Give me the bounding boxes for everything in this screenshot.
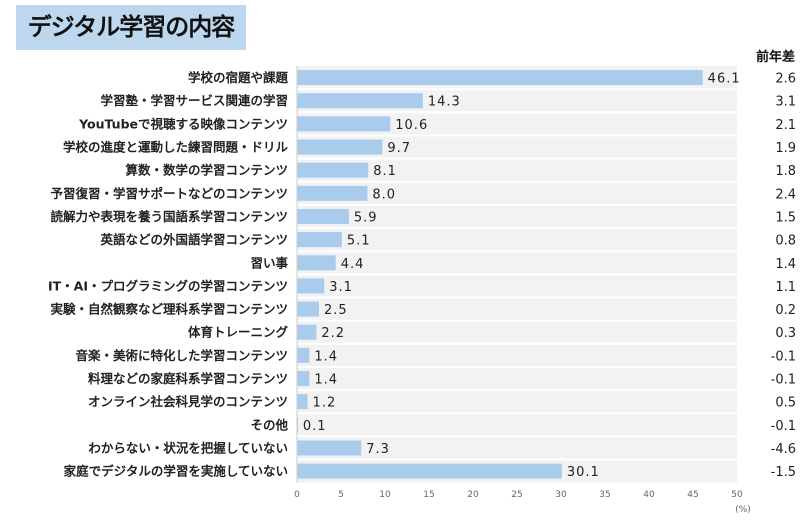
bar: [297, 301, 319, 317]
bar: [297, 185, 368, 201]
category-label: 音楽・美術に特化した学習コンテンツ: [75, 348, 288, 363]
diff-label: 0.3: [775, 326, 796, 341]
value-label: 10.6: [395, 118, 428, 133]
category-label: 学校の宿題や課題: [188, 70, 289, 85]
value-label: 1.4: [314, 373, 338, 388]
x-tick-label: 0: [294, 490, 300, 500]
value-label: 9.7: [387, 141, 411, 156]
value-label: 5.9: [354, 210, 378, 225]
category-label: 実験・自然観察など理科系学習コンテンツ: [50, 302, 288, 317]
diff-label: -0.1: [771, 419, 796, 434]
bar: [297, 116, 391, 132]
bar: [297, 278, 325, 294]
value-label: 30.1: [567, 465, 600, 480]
value-label: 4.4: [341, 257, 365, 272]
diff-label: -1.5: [771, 465, 796, 480]
diff-label: -0.1: [771, 373, 796, 388]
value-label: 1.4: [314, 349, 338, 364]
diff-label: 3.1: [775, 95, 796, 110]
diff-label: 2.6: [775, 72, 796, 87]
diff-column-header: 前年差: [756, 50, 796, 65]
bar: [297, 371, 310, 387]
category-label: 料理などの家庭科系学習コンテンツ: [88, 371, 288, 386]
x-tick-label: 50: [731, 490, 743, 500]
category-label: 習い事: [250, 255, 288, 270]
chart-title: デジタル学習の内容: [16, 5, 246, 50]
bar: [297, 324, 317, 340]
category-label: YouTubeで視聴する映像コンテンツ: [78, 116, 288, 131]
diff-label: 2.1: [775, 118, 796, 133]
x-tick-label: 20: [467, 490, 479, 500]
value-label: 5.1: [347, 234, 371, 249]
diff-label: 0.2: [775, 303, 796, 318]
diff-label: 2.4: [775, 187, 796, 202]
category-label: IT・AI・プログラミングの学習コンテンツ: [48, 278, 288, 293]
category-label: 学習塾・学習サービス関連の学習: [100, 93, 288, 108]
x-tick-label: 45: [687, 490, 698, 500]
x-tick-label: 35: [599, 490, 610, 500]
diff-label: -4.6: [771, 442, 796, 457]
diff-label: -0.1: [771, 349, 796, 364]
value-label: 2.2: [321, 326, 345, 341]
diff-label: 0.8: [775, 234, 796, 249]
x-tick-label: 15: [423, 490, 434, 500]
category-label: 英語などの外国語学習コンテンツ: [100, 232, 288, 247]
category-label: 学校の進度と運動した練習問題・ドリル: [63, 140, 289, 155]
diff-label: 0.5: [775, 396, 796, 411]
bar: [297, 463, 562, 479]
category-label: 算数・数学の学習コンテンツ: [125, 163, 288, 178]
category-label: 家庭でデジタルの学習を実施していない: [64, 464, 288, 479]
bar: [297, 139, 383, 155]
x-tick-label: 10: [379, 490, 391, 500]
bar: [297, 93, 423, 109]
bar: [297, 255, 336, 271]
x-tick-label: 30: [555, 490, 567, 500]
bar: [297, 70, 703, 86]
bar: [297, 208, 349, 224]
bar: [297, 440, 362, 456]
value-label: 46.1: [708, 72, 741, 87]
bar: [297, 162, 369, 178]
diff-label: 1.4: [775, 257, 796, 272]
bar: [297, 394, 308, 410]
value-label: 7.3: [366, 442, 390, 457]
diff-label: 1.1: [775, 280, 796, 295]
category-label: わからない・状況を把握していない: [88, 440, 288, 455]
x-tick-label: 25: [511, 490, 522, 500]
category-label: 読解力や表現を養う国語系学習コンテンツ: [50, 209, 288, 224]
x-tick-label: 40: [643, 490, 655, 500]
category-label: 体育トレーニング: [188, 325, 289, 340]
x-unit-label: (%): [735, 505, 751, 515]
x-tick-label: 5: [338, 490, 344, 500]
category-label: 予習復習・学習サポートなどのコンテンツ: [50, 186, 288, 201]
category-label: オンライン社会科見学のコンテンツ: [88, 394, 288, 409]
diff-label: 1.5: [775, 210, 796, 225]
diff-label: 1.8: [775, 164, 796, 179]
bar: [297, 232, 342, 248]
bar: [297, 347, 310, 363]
value-label: 14.3: [428, 95, 461, 110]
value-label: 3.1: [329, 280, 353, 295]
value-label: 8.0: [372, 187, 396, 202]
value-label: 1.2: [313, 396, 337, 411]
diff-label: 1.9: [775, 141, 796, 156]
value-label: 0.1: [303, 419, 327, 434]
category-label: その他: [250, 417, 288, 432]
value-label: 2.5: [324, 303, 348, 318]
value-label: 8.1: [373, 164, 397, 179]
